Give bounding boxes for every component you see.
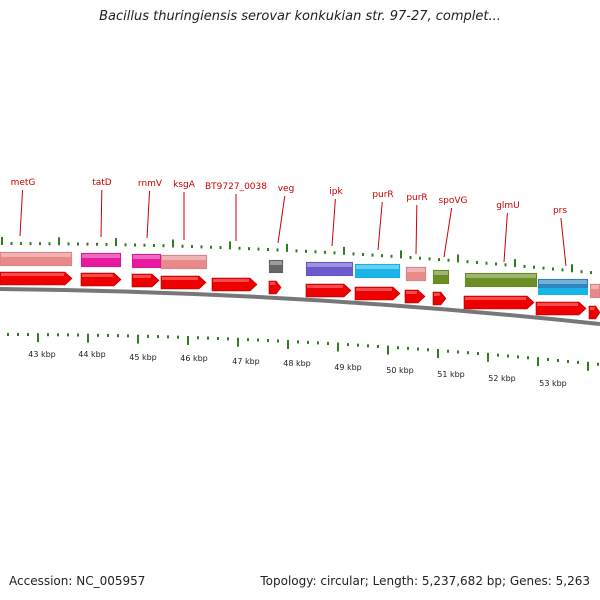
gene-arrow xyxy=(354,286,401,301)
kbp-label: 52 kbp xyxy=(488,374,516,383)
pink-feature xyxy=(160,254,208,270)
label-leader-line xyxy=(100,189,103,238)
gray-feature xyxy=(268,259,284,274)
gene-arrow xyxy=(160,275,207,290)
feature-highlight xyxy=(1,253,71,257)
label-leader-line xyxy=(331,198,336,247)
feature-highlight xyxy=(434,271,448,275)
cyan-feature xyxy=(538,288,588,295)
genome-backbone xyxy=(0,287,600,326)
gene-label: spoVG xyxy=(438,196,467,206)
feature-highlight xyxy=(591,285,599,289)
features-group xyxy=(0,251,600,299)
olive-feature xyxy=(432,269,450,285)
label-leader-line xyxy=(277,195,286,244)
gene-label: tatD xyxy=(92,178,112,188)
label-leader-line xyxy=(443,207,453,258)
genome-summary-text: Topology: circular; Length: 5,237,682 bp… xyxy=(260,574,590,588)
gene-arrow-highlight xyxy=(1,273,64,276)
gene-arrow xyxy=(305,283,352,298)
upper-ticks-group xyxy=(1,237,592,275)
lower-ticks-group xyxy=(7,333,599,371)
gene-arrow-highlight xyxy=(406,291,417,294)
gene-label: veg xyxy=(278,184,295,194)
olive-feature xyxy=(464,272,538,288)
gene-arrow xyxy=(268,280,282,295)
gene-arrow xyxy=(463,295,535,310)
gene-label: purR xyxy=(406,193,427,203)
feature-highlight xyxy=(82,254,120,258)
gene-arrow-highlight xyxy=(356,288,392,291)
gene-arrow xyxy=(588,305,600,320)
kbp-label: 51 kbp xyxy=(437,370,465,379)
feature-highlight xyxy=(356,265,399,269)
gene-arrow xyxy=(131,273,160,288)
feature-highlight xyxy=(162,256,206,260)
gene-label: ksgA xyxy=(173,180,196,190)
map-title: Bacillus thuringiensis serovar konkukian… xyxy=(99,9,501,24)
label-leader-line xyxy=(503,212,508,263)
gene-arrow xyxy=(432,291,447,306)
pink-feature xyxy=(405,266,427,282)
purple-feature xyxy=(305,261,354,277)
magenta-feature xyxy=(80,252,122,268)
gene-arrow-highlight xyxy=(133,275,151,278)
kbp-label: 53 kbp xyxy=(539,379,567,388)
gene-arrow-highlight xyxy=(465,297,526,300)
gene-arrow xyxy=(535,301,587,316)
feature-highlight xyxy=(307,263,352,267)
gene-arrow-highlight xyxy=(434,293,440,296)
label-leader-line xyxy=(146,190,151,239)
kbp-label: 49 kbp xyxy=(334,363,362,372)
feature-highlight xyxy=(466,274,536,278)
kbp-label: 43 kbp xyxy=(28,350,56,359)
gene-arrow xyxy=(404,289,426,304)
feature-highlight xyxy=(539,280,587,284)
label-leader-line xyxy=(560,217,567,267)
gene-label: rnmV xyxy=(138,179,163,189)
gene-arrow-highlight xyxy=(270,282,276,285)
label-leader-line xyxy=(19,189,24,237)
gene-arrow-highlight xyxy=(307,285,343,288)
feature-highlight xyxy=(407,268,425,272)
label-lines-group xyxy=(19,189,567,267)
gene-arrow xyxy=(0,271,73,286)
gene-label: ipk xyxy=(329,187,343,197)
gene-arrow-highlight xyxy=(82,274,113,277)
gene-arrow-highlight xyxy=(162,277,198,280)
gene-label: BT9727_0038 xyxy=(205,182,267,192)
kbp-label: 46 kbp xyxy=(180,354,208,363)
kbp-label: 48 kbp xyxy=(283,359,311,368)
pink-feature xyxy=(589,283,600,299)
pink-feature xyxy=(0,251,73,267)
kbp-label: 47 kbp xyxy=(232,357,260,366)
gene-arrow-highlight xyxy=(537,303,578,306)
gene-arrow-highlight xyxy=(213,279,249,282)
accession-text: Accession: NC_005957 xyxy=(9,574,146,588)
gene-label: glmU xyxy=(496,201,520,211)
gene-arrows-group xyxy=(0,271,600,320)
kbp-label: 44 kbp xyxy=(78,350,106,359)
gene-arrow xyxy=(80,272,122,287)
label-leader-line xyxy=(415,204,418,255)
gene-label: purR xyxy=(372,190,393,200)
gene-labels-group: metG tatD rnmV ksgA BT9727_0038 veg ipk purR pur… xyxy=(11,178,568,216)
feature-highlight xyxy=(133,255,160,259)
gene-label: metG xyxy=(11,178,36,188)
kbp-labels-group: 43 kbp 44 kbp 45 kbp 46 kbp 47 kbp 48 kbp 49 k… xyxy=(28,350,567,388)
cyan-feature xyxy=(354,263,401,279)
kbp-label: 50 kbp xyxy=(386,366,414,375)
feature-highlight xyxy=(270,261,282,265)
gene-arrow-highlight xyxy=(590,307,595,310)
label-leader-line xyxy=(377,201,383,251)
gene-arrow xyxy=(211,277,258,292)
kbp-label: 45 kbp xyxy=(129,353,157,362)
gene-label: prs xyxy=(553,206,567,216)
